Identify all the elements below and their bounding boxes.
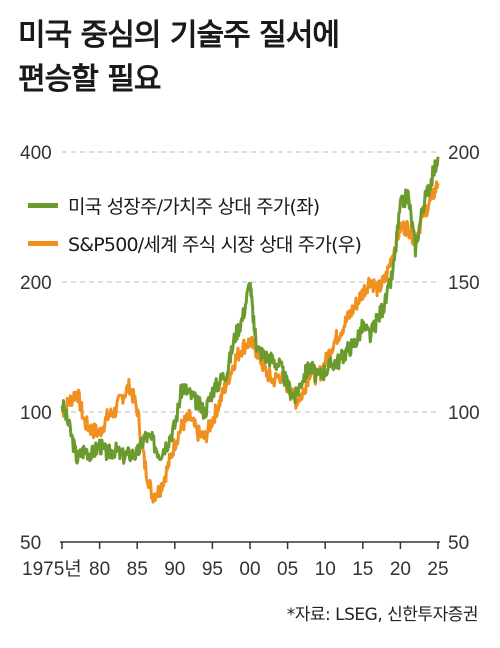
y-right-tick-label-50: 50 bbox=[448, 533, 469, 554]
legend-label-growth-value: 미국 성장주/가치주 상대 주가(좌) bbox=[68, 195, 320, 218]
x-tick-label-2010: 10 bbox=[315, 559, 336, 580]
chart-title-line-1: 미국 중심의 기술주 질서에 bbox=[18, 18, 340, 53]
y-left-tick-label-50: 50 bbox=[20, 533, 41, 554]
legend-swatch-sp500-world bbox=[28, 240, 58, 246]
series-line-growth-value bbox=[60, 156, 440, 465]
legend-item-growth-value: 미국 성장주/가치주 상대 주가(좌) bbox=[28, 186, 361, 224]
x-tick-label-1995: 95 bbox=[202, 559, 223, 580]
y-right-tick-label-150: 150 bbox=[448, 273, 480, 294]
x-tick-label-1980: 80 bbox=[89, 559, 110, 580]
x-tick-label-1985: 85 bbox=[127, 559, 148, 580]
chart-title: 미국 중심의 기술주 질서에 편승할 필요 bbox=[18, 14, 488, 102]
legend: 미국 성장주/가치주 상대 주가(좌) S&P500/세계 주식 시장 상대 주… bbox=[28, 186, 362, 262]
source-note: *자료: LSEG, 신한투자증권 bbox=[286, 605, 479, 625]
legend-item-sp500-world: S&P500/세계 주식 시장 상대 주가(우) bbox=[28, 224, 362, 262]
y-left-tick-label-400: 400 bbox=[20, 143, 52, 164]
x-tick-label-2020: 20 bbox=[390, 559, 411, 580]
chart-title-line-2: 편승할 필요 bbox=[18, 62, 161, 97]
series-line-sp500-world bbox=[60, 180, 440, 504]
y-right-tick-label-100: 100 bbox=[448, 403, 480, 424]
x-tick-label-1975: 1975년 bbox=[22, 558, 82, 580]
legend-swatch-growth-value bbox=[28, 202, 58, 208]
x-tick-label-2015: 15 bbox=[352, 559, 373, 580]
x-tick-label-2005: 05 bbox=[277, 559, 298, 580]
y-left-tick-label-200: 200 bbox=[20, 273, 52, 294]
legend-label-sp500-world: S&P500/세계 주식 시장 상대 주가(우) bbox=[68, 233, 362, 256]
y-left-tick-label-100: 100 bbox=[20, 403, 52, 424]
x-tick-label-1990: 90 bbox=[164, 559, 185, 580]
x-tick-label-2025: 25 bbox=[427, 559, 448, 580]
y-right-tick-label-200: 200 bbox=[448, 143, 480, 164]
x-tick-label-2000: 00 bbox=[239, 559, 260, 580]
